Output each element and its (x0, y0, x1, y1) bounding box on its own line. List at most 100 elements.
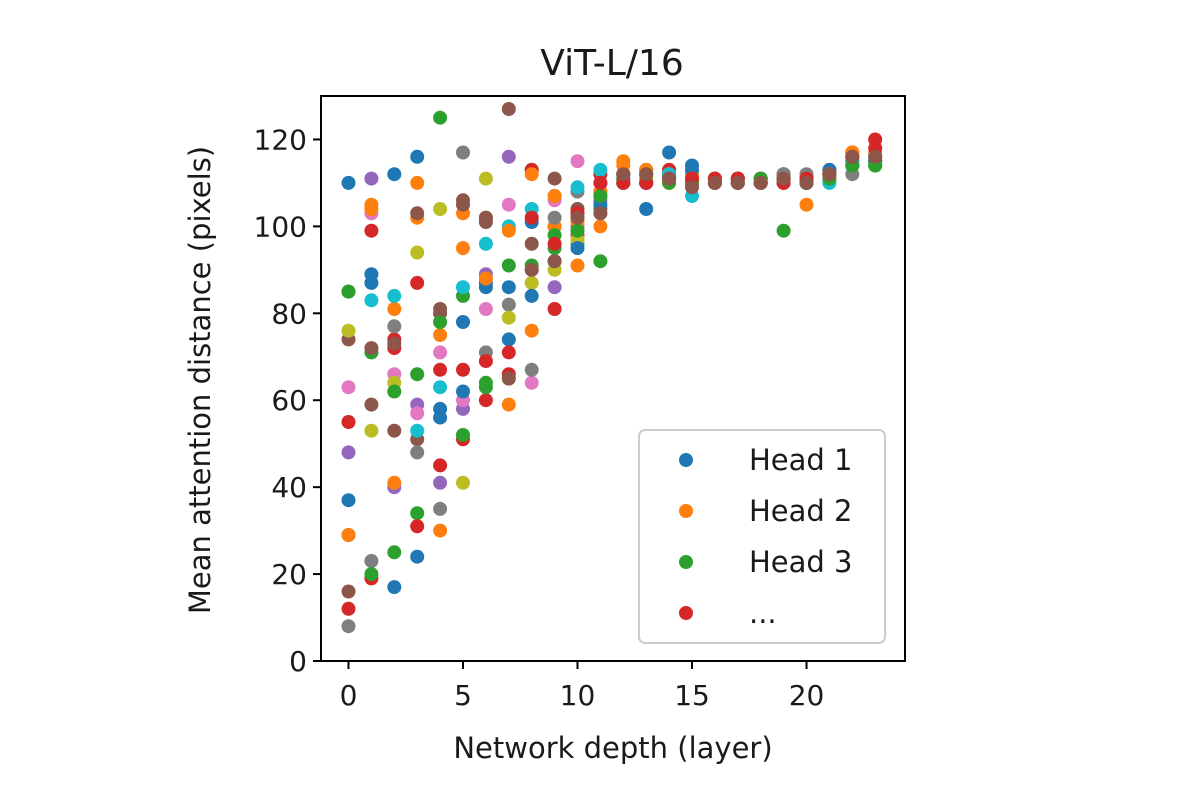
data-points (341, 102, 883, 634)
data-point (524, 275, 539, 290)
data-point (456, 145, 470, 160)
x-tick-label: 0 (340, 679, 358, 712)
data-point (341, 323, 356, 338)
data-point (456, 428, 470, 442)
data-point (685, 180, 699, 195)
y-axis-ticks: 0 20 40 60 80 100 120 (254, 123, 321, 678)
y-tick-label: 120 (254, 123, 307, 156)
data-point (410, 423, 425, 438)
data-point (364, 267, 379, 282)
data-point (341, 445, 356, 460)
data-point (501, 223, 516, 238)
data-point (593, 189, 608, 203)
data-point (593, 175, 608, 190)
data-point (410, 149, 425, 164)
data-point (433, 328, 448, 342)
data-point (524, 262, 539, 277)
data-point (433, 523, 448, 538)
data-point (570, 223, 585, 238)
data-point (387, 545, 402, 560)
data-point (387, 423, 402, 438)
data-point (662, 145, 677, 160)
legend: Head 1 Head 2 Head 3... (638, 429, 886, 644)
data-point (478, 171, 493, 186)
data-point (593, 219, 608, 234)
y-tick-label: 0 (289, 645, 307, 678)
data-point (776, 171, 791, 186)
data-point (410, 549, 425, 564)
legend-label: Head 2 (749, 494, 853, 528)
data-point (547, 280, 562, 295)
data-point (501, 310, 516, 325)
data-point (433, 302, 448, 316)
data-point (478, 354, 493, 369)
data-point (753, 175, 768, 190)
data-point (410, 506, 425, 521)
chart-title: ViT-L/16 (540, 43, 684, 84)
data-point (478, 236, 493, 251)
data-point (501, 297, 516, 312)
y-tick-label: 60 (271, 384, 307, 417)
data-point (364, 554, 379, 568)
data-point (387, 336, 402, 351)
data-point (456, 197, 470, 212)
y-tick-label: 40 (271, 471, 307, 504)
x-axis-label: Network depth (layer) (453, 731, 772, 765)
data-point (524, 236, 539, 251)
data-point (387, 580, 402, 595)
data-point (868, 149, 883, 164)
data-point (593, 162, 608, 177)
data-point (524, 288, 539, 303)
data-point (570, 258, 585, 273)
data-point (364, 423, 379, 438)
data-point (478, 393, 493, 408)
data-point (547, 171, 562, 186)
data-point (501, 280, 516, 295)
data-point (433, 202, 448, 216)
data-point (364, 293, 379, 308)
data-point (341, 584, 356, 599)
data-point (593, 254, 608, 269)
data-point (387, 384, 402, 399)
data-point (433, 315, 448, 329)
data-point (456, 362, 470, 377)
data-point (364, 341, 379, 356)
data-point (387, 475, 402, 490)
data-point (547, 302, 562, 316)
plot-frame (320, 95, 906, 662)
y-tick-label: 100 (254, 210, 307, 243)
data-point (456, 475, 470, 490)
y-tick-label: 80 (271, 297, 307, 330)
data-point (410, 445, 425, 460)
data-point (387, 302, 402, 316)
data-point (501, 102, 516, 116)
legend-box (638, 429, 886, 644)
data-point (524, 375, 539, 390)
data-point (616, 167, 631, 182)
legend-marker (679, 606, 693, 620)
data-point (776, 223, 791, 238)
data-point (410, 406, 425, 421)
data-point (570, 154, 585, 169)
data-point (364, 171, 379, 186)
data-point (410, 206, 425, 221)
legend-marker (679, 504, 693, 518)
data-point (364, 223, 379, 238)
data-point (524, 210, 539, 225)
data-point (478, 302, 493, 316)
data-point (433, 410, 448, 425)
data-point (433, 380, 448, 395)
y-tick-label: 20 (271, 558, 307, 591)
data-point (822, 167, 837, 182)
data-point (410, 519, 425, 534)
data-point (478, 215, 493, 229)
data-point (593, 206, 608, 221)
data-point (799, 175, 814, 190)
data-point (456, 241, 470, 256)
data-point (547, 189, 562, 203)
data-point (730, 175, 745, 190)
data-point (570, 241, 585, 256)
data-point (456, 280, 470, 295)
